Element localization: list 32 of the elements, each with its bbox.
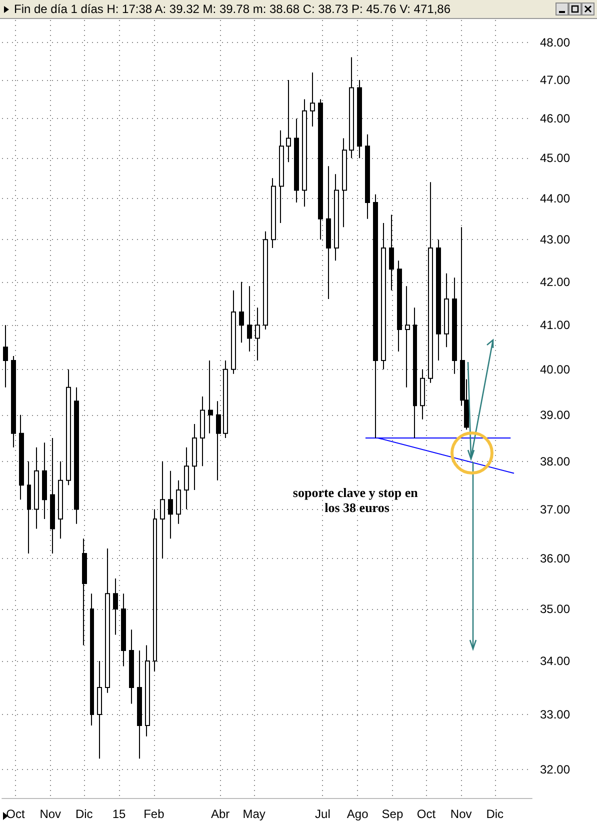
y-tick-label: 42.00 <box>540 274 570 289</box>
x-tick-label: Dic <box>75 807 93 821</box>
y-tick-label: 44.00 <box>540 191 570 206</box>
x-tick-label: Dic <box>486 807 504 821</box>
x-tick-label: Nov <box>40 807 62 821</box>
y-tick-label: 43.00 <box>540 232 570 247</box>
y-tick-label: 37.00 <box>540 502 570 516</box>
x-tick-label: Abr <box>210 807 230 821</box>
x-tick-label: Jul <box>315 807 330 821</box>
x-tick-label: Oct <box>416 807 436 821</box>
x-tick-label: Feb <box>144 807 165 821</box>
y-tick-label: 40.00 <box>540 362 570 376</box>
y-tick-label: 41.00 <box>540 318 570 332</box>
x-tick-label: Oct <box>6 807 26 821</box>
x-tick-label: Nov <box>450 807 472 821</box>
y-tick-label: 46.00 <box>540 112 570 126</box>
y-tick-label: 35.00 <box>540 602 570 616</box>
x-tick-label: Sep <box>382 807 404 821</box>
chart-title: Fin de día 1 días H: 17:38 A: 39.32 M: 39.78 m: 38.68 C: 38.73 P: 45.76 V: 471,86 <box>14 1 451 18</box>
y-tick-label: 45.00 <box>540 151 570 166</box>
x-tick-label: May <box>242 807 266 821</box>
y-tick-label: 38.00 <box>540 454 570 468</box>
x-tick-label: Ago <box>346 807 369 821</box>
y-tick-label: 32.00 <box>540 762 570 777</box>
y-tick-label: 48.00 <box>540 35 570 50</box>
y-tick-label: 33.00 <box>540 708 570 722</box>
y-tick-label: 34.00 <box>540 654 570 668</box>
annotation: soporte clave y stop en los 38 euros <box>292 485 422 515</box>
y-tick-label: 47.00 <box>540 73 570 88</box>
x-tick-label: 15 <box>112 807 126 821</box>
y-tick-label: 36.00 <box>540 551 570 566</box>
y-tick-label: 39.00 <box>540 408 570 422</box>
